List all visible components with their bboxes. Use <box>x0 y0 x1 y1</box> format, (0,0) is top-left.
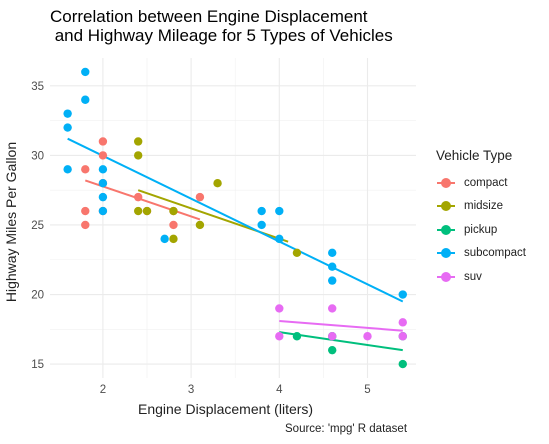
point-suv <box>398 318 407 327</box>
point-subcompact <box>398 290 407 299</box>
point-subcompact <box>81 67 90 77</box>
point-suv <box>398 332 407 341</box>
point-midsize <box>213 179 222 188</box>
point-subcompact <box>63 109 72 118</box>
chart-title-line-2: and Highway Mileage for 5 Types of Vehic… <box>50 26 393 45</box>
point-subcompact <box>328 276 337 285</box>
point-midsize <box>169 206 178 216</box>
point-subcompact <box>98 179 108 188</box>
x-axis-title: Engine Displacement (liters) <box>138 401 314 417</box>
legend-label: subcompact <box>464 247 527 260</box>
point-subcompact <box>328 262 337 271</box>
legend-item-pickup: pickup <box>436 218 526 242</box>
legend-label: midsize <box>464 200 503 213</box>
legend-key <box>436 196 456 216</box>
point-subcompact <box>81 95 90 104</box>
legend-label: suv <box>464 270 482 283</box>
point-midsize <box>292 248 302 257</box>
x-tick-label: 2 <box>100 384 106 396</box>
point-compact <box>133 192 143 202</box>
point-midsize <box>169 234 178 244</box>
legend-label: pickup <box>464 223 498 236</box>
point-subcompact <box>63 165 72 174</box>
legend-key-dot <box>441 271 451 282</box>
point-compact <box>169 220 178 230</box>
legend-key <box>436 220 456 240</box>
point-midsize <box>142 206 152 216</box>
y-tick-label: 25 <box>31 220 44 232</box>
point-compact <box>98 137 108 146</box>
point-pickup <box>398 359 407 369</box>
x-tick-label: 5 <box>364 384 370 396</box>
point-subcompact <box>328 248 337 257</box>
point-compact <box>98 151 108 160</box>
legend-title: Vehicle Type <box>436 148 513 163</box>
point-subcompact <box>63 123 72 132</box>
axis-tick-labels: 2 3 4 5 15 20 25 30 35 <box>31 81 370 396</box>
legend-key-dot <box>441 248 451 259</box>
legend-item-suv: suv <box>436 265 526 289</box>
data-points <box>63 67 407 369</box>
y-tick-label: 15 <box>31 359 44 371</box>
point-suv <box>363 332 372 341</box>
y-axis-title: Highway Miles Per Gallon <box>3 141 19 303</box>
point-pickup <box>292 332 302 341</box>
point-compact <box>81 165 90 174</box>
y-tick-label: 35 <box>31 81 44 93</box>
legend: Vehicle Type compact midsize pickup subcomp… <box>436 148 526 289</box>
x-tick-label: 3 <box>188 384 194 396</box>
point-subcompact <box>98 165 108 174</box>
legend-key-dot <box>441 201 451 212</box>
point-compact <box>81 220 90 230</box>
point-pickup <box>328 345 337 355</box>
point-subcompact <box>98 206 108 216</box>
point-subcompact <box>275 206 284 216</box>
x-tick-label: 4 <box>276 384 283 396</box>
point-compact <box>195 192 205 202</box>
legend-key-dot <box>441 177 451 188</box>
y-tick-label: 30 <box>31 150 44 162</box>
point-subcompact <box>257 220 266 230</box>
point-suv <box>328 304 337 313</box>
fit-lines <box>67 137 404 352</box>
point-suv <box>275 304 284 313</box>
point-compact <box>81 206 90 216</box>
legend-key-dot <box>441 224 451 235</box>
y-tick-label: 20 <box>31 290 44 302</box>
chart-title-line-1: Correlation between Engine Displacement <box>50 7 368 26</box>
fit-line-subcompact <box>67 137 404 303</box>
point-subcompact <box>257 206 266 216</box>
point-midsize <box>195 220 205 230</box>
point-midsize <box>133 206 143 216</box>
point-subcompact <box>160 234 169 244</box>
legend-item-compact: compact <box>436 171 526 195</box>
point-subcompact <box>98 192 108 202</box>
legend-items: compact midsize pickup subcompact suv <box>436 171 526 289</box>
legend-key <box>436 267 456 287</box>
point-suv <box>275 332 284 341</box>
fit-line-suv <box>279 319 403 332</box>
legend-item-subcompact: subcompact <box>436 242 526 266</box>
legend-key <box>436 243 456 263</box>
point-midsize <box>133 151 143 160</box>
legend-item-midsize: midsize <box>436 195 526 219</box>
point-subcompact <box>275 234 284 244</box>
chart-caption: Source: 'mpg' R dataset <box>285 423 408 435</box>
legend-label: compact <box>464 176 508 189</box>
legend-key <box>436 173 456 193</box>
point-midsize <box>133 137 143 146</box>
point-suv <box>328 332 337 341</box>
